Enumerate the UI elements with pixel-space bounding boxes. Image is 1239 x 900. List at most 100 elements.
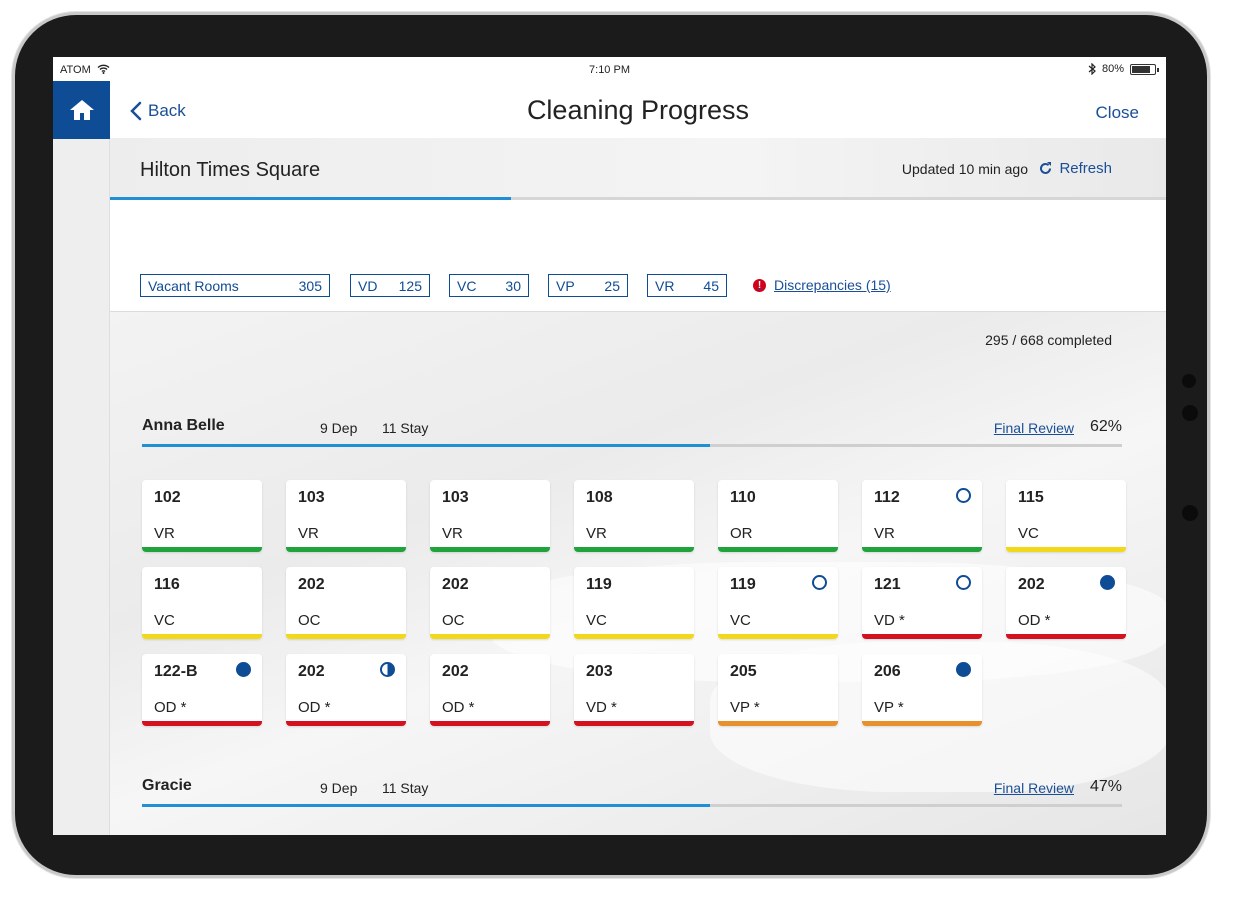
room-card[interactable]: 108 VR [574,480,694,552]
chip-label: VD [358,277,378,294]
status-stripe [430,547,550,552]
discrepancies-link[interactable]: ! Discrepancies (15) [753,277,891,293]
filter-panel: Vacant Rooms 305 Occupied Rooms 363 VD12… [110,200,1166,358]
filter-chip-vr[interactable]: VR 45 [647,274,727,297]
room-card[interactable]: 110 OR [718,480,838,552]
hardware-button [1182,505,1198,521]
filter-chip-vp[interactable]: VP 25 [548,274,628,297]
room-card[interactable]: 119 VC [718,567,838,639]
close-button[interactable]: Close [1095,103,1139,122]
room-number: 202 [298,663,325,680]
hotel-bar: Hilton Times Square Updated 10 min ago R… [110,138,1166,197]
room-status: VP * [874,699,904,716]
room-card[interactable]: 115 VC [1006,480,1126,552]
status-right: 80% [1088,63,1159,75]
battery-icon [1130,63,1159,75]
final-review-link[interactable]: Final Review [993,420,1074,436]
room-status: VR [586,525,607,542]
refresh-icon [1040,162,1052,174]
page-title: Cleaning Progress [526,95,750,125]
chip-count: 125 [398,277,422,294]
filter-vacant-rooms[interactable]: Vacant Rooms 305 [140,274,330,297]
status-stripe [142,634,262,639]
room-card[interactable]: 202 OD * [430,654,550,726]
room-status: VC [586,612,607,629]
status-stripe [862,634,982,639]
final-review-link[interactable]: Final Review [993,780,1074,796]
room-status: VR [154,525,175,542]
room-status: VR [442,525,463,542]
room-number: 202 [1018,576,1045,593]
room-status: VD * [874,612,905,629]
room-number: 103 [442,489,469,506]
room-status: OD * [1018,612,1051,629]
room-card[interactable]: 103 VR [286,480,406,552]
room-card[interactable]: 205 VP * [718,654,838,726]
chip-label: Vacant Rooms [148,277,239,294]
refresh-button[interactable]: Refresh [1038,160,1112,177]
status-stripe [718,721,838,726]
room-number: 121 [874,576,901,593]
room-status: VC [1018,525,1039,542]
half-circle-icon [380,662,395,677]
alert-icon: ! [753,278,766,292]
room-number: 202 [298,576,325,593]
room-card[interactable]: 206 VP * [862,654,982,726]
stayovers-count: 11 Stay [382,420,429,436]
back-button[interactable]: Back [130,101,186,121]
departures-count: 9 Dep [320,780,358,796]
app-screen: ATOM 7:10 PM 80% Back Cleaning Progress … [53,57,1166,835]
refresh-label: Refresh [1059,160,1112,177]
empty-circle-icon [956,575,971,590]
chip-label: VP [556,277,575,294]
room-number: 116 [154,576,180,593]
sidebar [53,81,110,835]
attendant-name: Gracie [142,777,192,794]
room-number: 119 [586,576,612,593]
room-card[interactable]: 202 OC [286,567,406,639]
room-card[interactable]: 202 OC [430,567,550,639]
carrier-label: ATOM [60,64,110,76]
completed-count: 295 / 668 completed [985,332,1112,348]
filled-circle-icon [236,662,251,677]
home-icon [69,100,94,120]
room-card[interactable]: 203 VD * [574,654,694,726]
nav-header: Back Cleaning Progress Close [110,81,1166,138]
status-stripe [574,547,694,552]
status-stripe [718,634,838,639]
status-stripe [430,634,550,639]
room-card[interactable]: 122-B OD * [142,654,262,726]
room-card[interactable]: 202 OD * [286,654,406,726]
room-card[interactable]: 116 VC [142,567,262,639]
status-stripe [862,547,982,552]
room-card[interactable]: 103 VR [430,480,550,552]
chip-label: VR [655,277,675,294]
room-card[interactable]: 112 VR [862,480,982,552]
room-number: 110 [730,489,756,506]
room-number: 112 [874,489,900,506]
room-status: VC [154,612,175,629]
filter-chip-vc[interactable]: VC 30 [449,274,529,297]
status-stripe [430,721,550,726]
chip-count: 30 [505,277,521,294]
room-number: 203 [586,663,613,680]
room-board: 295 / 668 completed Anna Belle 9 Dep 11 St… [110,312,1166,835]
room-number: 202 [442,663,469,680]
attendant-header: Anna Belle 9 Dep 11 Stay Final Review 62% [142,417,1122,439]
chip-label: VC [457,277,477,294]
room-card[interactable]: 119 VC [574,567,694,639]
room-status: OC [442,612,465,629]
status-stripe [142,721,262,726]
discrepancies-label: Discrepancies (15) [774,277,891,293]
room-status: VP * [730,699,760,716]
chevron-left-icon [130,101,142,121]
room-card[interactable]: 102 VR [142,480,262,552]
empty-circle-icon [812,575,827,590]
hardware-button [1182,374,1196,388]
status-stripe [286,634,406,639]
room-card[interactable]: 121 VD * [862,567,982,639]
filter-chip-vd[interactable]: VD 125 [350,274,430,297]
room-card[interactable]: 202 OD * [1006,567,1126,639]
room-status: OD * [442,699,475,716]
home-button[interactable] [53,81,110,139]
